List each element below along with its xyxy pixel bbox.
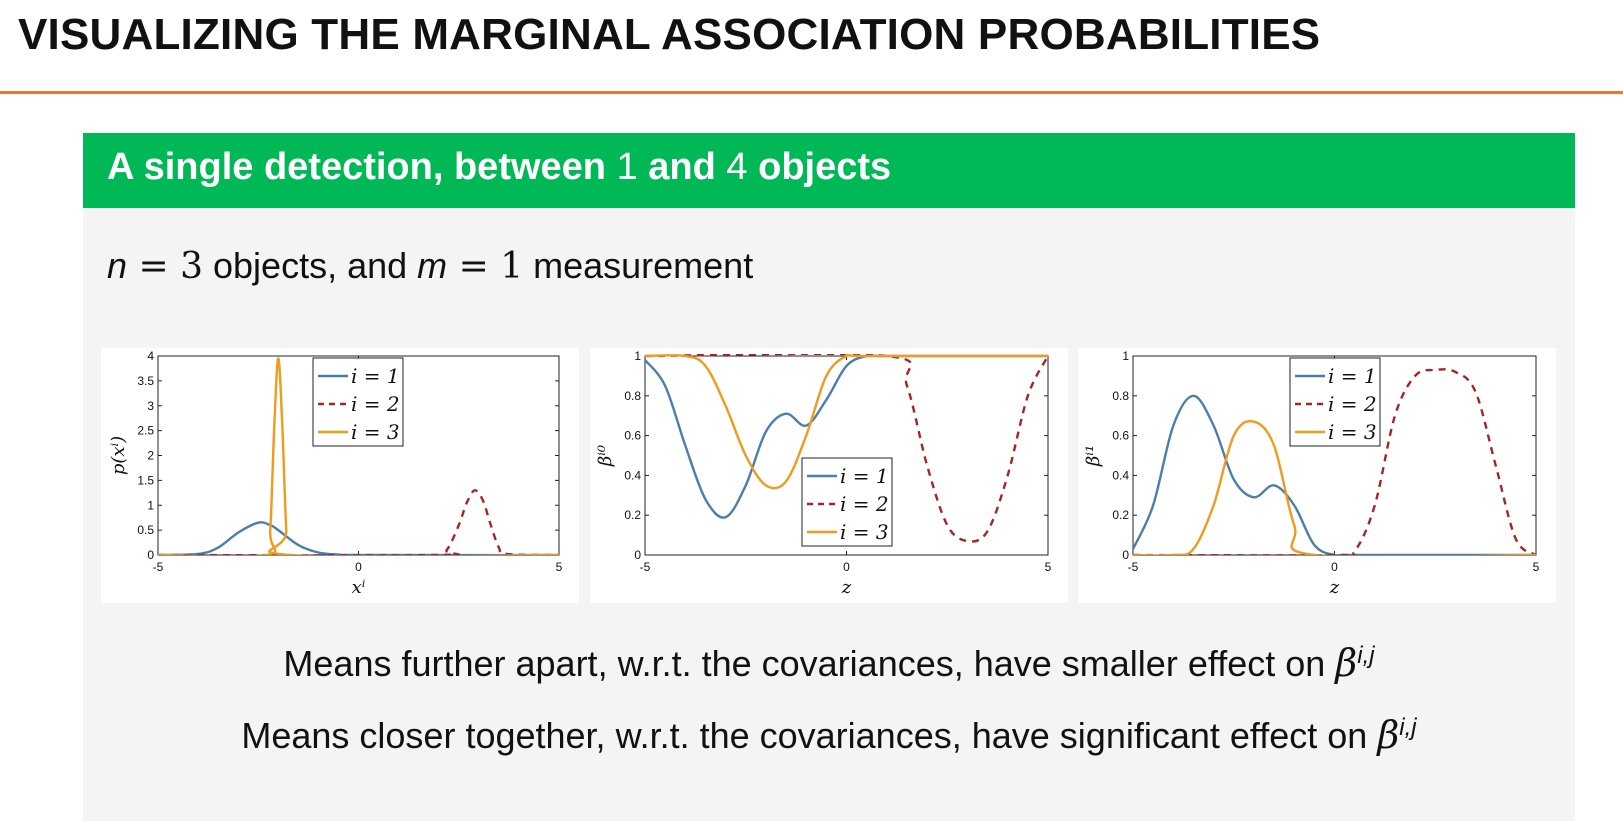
y-tick-label: 4 xyxy=(147,349,154,363)
series-line xyxy=(1133,368,1536,555)
x-tick-label: 0 xyxy=(355,560,362,574)
y-tick-label: 0.4 xyxy=(624,468,641,482)
y-tick-label: 0 xyxy=(634,548,641,562)
y-tick-label: 1 xyxy=(634,349,641,363)
x-axis-label: z xyxy=(1329,577,1340,598)
y-tick-label: 1 xyxy=(1122,349,1129,363)
x-tick-label: 5 xyxy=(1045,560,1052,574)
x-axis-label: z xyxy=(841,577,852,598)
legend-entry: i = 1 xyxy=(351,364,400,388)
caption-1-text: Means further apart, w.r.t. the covarian… xyxy=(283,643,1336,684)
setup-end-text: measurement xyxy=(523,245,754,286)
y-tick-label: 0.6 xyxy=(1112,429,1129,443)
y-axis-label: p(xⁱ) xyxy=(108,436,129,475)
caption-further-apart: Means further apart, w.r.t. the covarian… xyxy=(83,641,1575,685)
series-line xyxy=(158,357,559,555)
block-header: A single detection, between 1 and 4 obje… xyxy=(83,133,1575,208)
beta-superscript: i,j xyxy=(1357,642,1375,669)
y-tick-label: 0.8 xyxy=(624,389,641,403)
block-title-part2: and xyxy=(637,146,727,188)
series-line xyxy=(158,489,559,555)
series-line xyxy=(1133,394,1536,555)
y-tick-label: 2 xyxy=(147,449,154,463)
m-equals: = 1 xyxy=(447,246,524,287)
legend-entry: i = 1 xyxy=(840,464,889,488)
beta-symbol: β xyxy=(1377,713,1400,757)
y-tick-label: 0 xyxy=(1122,548,1129,562)
setup-statement: n = 3 objects, and m = 1 measurement xyxy=(107,245,753,287)
x-tick-label: -5 xyxy=(1128,560,1139,574)
n-equals: = 3 xyxy=(127,246,203,287)
title-divider xyxy=(0,91,1623,94)
n-symbol: n xyxy=(107,245,128,286)
y-tick-label: 3.5 xyxy=(137,374,154,388)
x-tick-label: 0 xyxy=(1331,560,1338,574)
x-tick-label: 0 xyxy=(843,560,850,574)
setup-mid-text: objects, and xyxy=(203,245,418,286)
block-title-part1: A single detection, between xyxy=(107,146,617,188)
m-symbol: m xyxy=(417,245,448,286)
y-tick-label: 1 xyxy=(147,498,154,512)
caption-2-text: Means closer together, w.r.t. the covari… xyxy=(241,715,1378,756)
x-tick-label: -5 xyxy=(153,560,164,574)
legend-entry: i = 1 xyxy=(1328,364,1377,388)
series-line xyxy=(645,354,1048,490)
y-tick-label: 1.5 xyxy=(137,473,154,487)
legend-entry: i = 2 xyxy=(840,492,889,516)
block-title: A single detection, between 1 and 4 obje… xyxy=(107,146,891,189)
series-line xyxy=(645,354,1048,543)
beta-superscript: i,j xyxy=(1399,714,1417,741)
x-tick-label: -5 xyxy=(640,560,651,574)
x-tick-label: 5 xyxy=(1533,560,1540,574)
y-tick-label: 2.5 xyxy=(137,424,154,438)
y-tick-label: 0.5 xyxy=(137,523,154,537)
x-tick-label: 5 xyxy=(556,560,563,574)
y-axis-label: βⁱ¹ xyxy=(1083,445,1104,467)
legend-entry: i = 2 xyxy=(351,392,400,416)
legend-entry: i = 3 xyxy=(1328,420,1377,444)
x-axis-label: xⁱ xyxy=(352,577,366,598)
series-line xyxy=(1133,419,1536,555)
slide-title: VISUALIZING THE MARGINAL ASSOCIATION PRO… xyxy=(18,10,1321,59)
y-tick-label: 0.2 xyxy=(1112,508,1129,522)
y-tick-label: 3 xyxy=(147,399,154,413)
legend-entry: i = 2 xyxy=(1328,392,1377,416)
block-title-num2: 4 xyxy=(726,146,748,188)
beta-symbol: β xyxy=(1335,641,1358,685)
legend-entry: i = 3 xyxy=(840,520,889,544)
y-axis-label: βⁱ⁰ xyxy=(595,445,616,467)
block-title-part3: objects xyxy=(747,146,892,188)
block-title-num1: 1 xyxy=(616,146,638,188)
y-tick-label: 0.8 xyxy=(1112,389,1129,403)
y-tick-label: 0.6 xyxy=(624,429,641,443)
y-tick-label: 0 xyxy=(147,548,154,562)
legend-entry: i = 3 xyxy=(351,420,400,444)
y-tick-label: 0.4 xyxy=(1112,468,1129,482)
y-tick-label: 0.2 xyxy=(624,508,641,522)
content-block: A single detection, between 1 and 4 obje… xyxy=(83,133,1575,821)
caption-closer-together: Means closer together, w.r.t. the covari… xyxy=(83,713,1575,757)
